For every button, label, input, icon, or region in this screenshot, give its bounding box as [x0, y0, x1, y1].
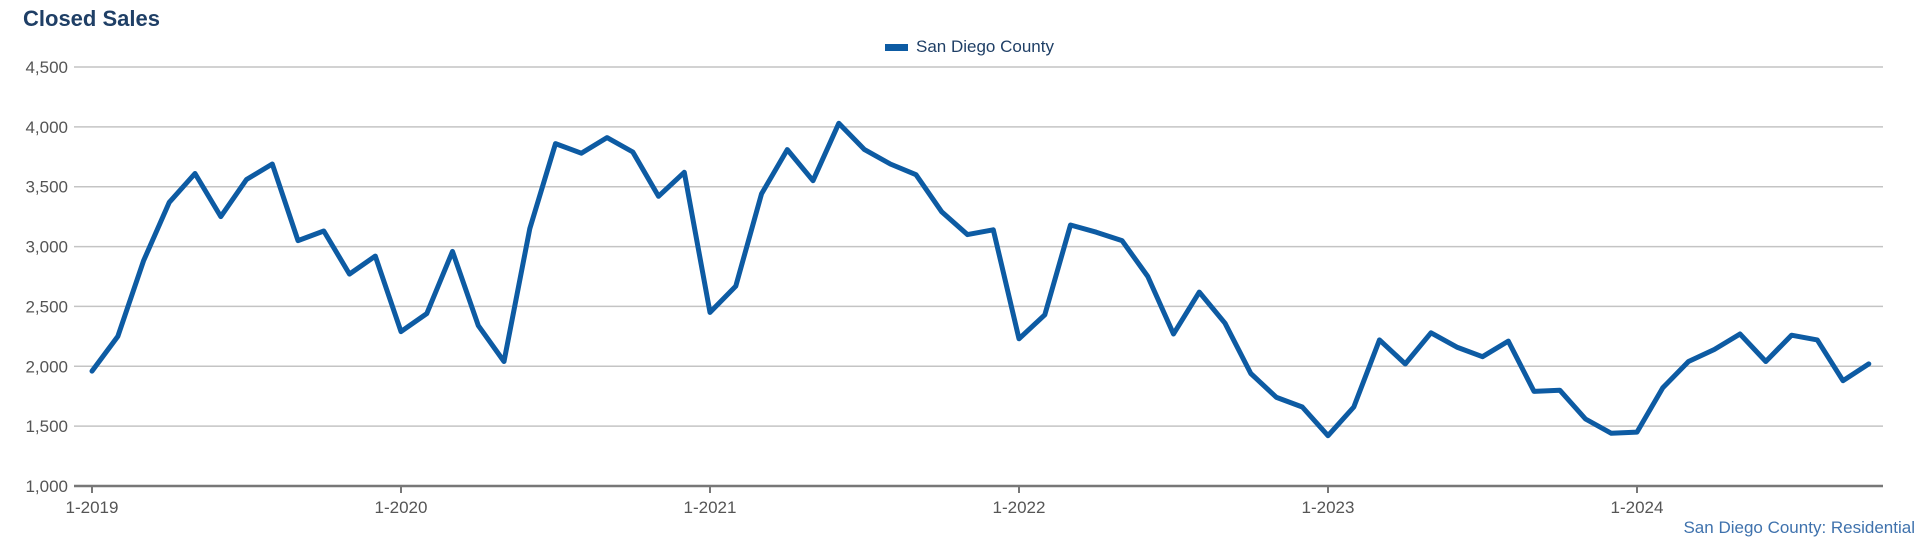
x-tick-label: 1-2021 [684, 498, 737, 517]
y-tick-label: 3,000 [25, 238, 68, 257]
data-point[interactable] [372, 253, 378, 259]
data-point[interactable] [1351, 404, 1357, 410]
data-point[interactable] [1686, 358, 1692, 364]
data-point[interactable] [1763, 358, 1769, 364]
data-point[interactable] [913, 172, 919, 178]
data-point[interactable] [450, 248, 456, 254]
data-point[interactable] [887, 161, 893, 167]
data-point[interactable] [1042, 312, 1048, 318]
data-point[interactable] [1480, 354, 1486, 360]
legend-swatch [885, 43, 908, 51]
data-point[interactable] [681, 169, 687, 175]
data-point[interactable] [733, 283, 739, 289]
x-tick-label: 1-2019 [66, 498, 119, 517]
data-point[interactable] [810, 178, 816, 184]
data-point[interactable] [1531, 388, 1537, 394]
x-tick-label: 1-2024 [1611, 498, 1664, 517]
legend-label: San Diego County [916, 37, 1054, 56]
data-point[interactable] [501, 358, 507, 364]
data-point[interactable] [1814, 337, 1820, 343]
data-point[interactable] [1377, 337, 1383, 343]
x-tick-label: 1-2023 [1302, 498, 1355, 517]
data-point[interactable] [1068, 222, 1074, 228]
data-point[interactable] [192, 171, 198, 177]
data-point[interactable] [1634, 429, 1640, 435]
data-point[interactable] [1428, 330, 1434, 336]
data-point[interactable] [630, 149, 636, 155]
data-point[interactable] [578, 150, 584, 156]
data-point[interactable] [321, 228, 327, 234]
x-tick-label: 1-2022 [993, 498, 1046, 517]
y-tick-label: 2,500 [25, 297, 68, 316]
data-point[interactable] [1299, 404, 1305, 410]
chart-title: Closed Sales [23, 6, 160, 31]
data-point[interactable] [1454, 344, 1460, 350]
data-point[interactable] [862, 147, 868, 153]
data-point[interactable] [1557, 387, 1563, 393]
legend[interactable]: San Diego County [885, 37, 1054, 57]
data-point[interactable] [836, 120, 842, 126]
data-point[interactable] [707, 309, 713, 315]
data-point[interactable] [1016, 336, 1022, 342]
y-tick-label: 4,000 [25, 118, 68, 137]
data-point[interactable] [604, 135, 610, 141]
data-point[interactable] [1145, 274, 1151, 280]
data-point[interactable] [1325, 433, 1331, 439]
data-point[interactable] [1402, 361, 1408, 367]
data-point[interactable] [1248, 370, 1254, 376]
data-point[interactable] [1119, 238, 1125, 244]
y-tick-label: 2,000 [25, 357, 68, 376]
data-point[interactable] [141, 258, 147, 264]
data-point[interactable] [1222, 320, 1228, 326]
data-point[interactable] [784, 147, 790, 153]
data-point[interactable] [1660, 385, 1666, 391]
data-point[interactable] [759, 191, 765, 197]
data-point[interactable] [398, 329, 404, 335]
series-line[interactable] [89, 120, 1872, 439]
data-point[interactable] [1505, 338, 1511, 344]
data-point[interactable] [1866, 361, 1872, 367]
data-point[interactable] [424, 311, 430, 317]
chart-footer: San Diego County: Residential [1683, 518, 1915, 537]
data-point[interactable] [244, 177, 250, 183]
data-point[interactable] [166, 199, 172, 205]
data-point[interactable] [269, 161, 275, 167]
y-tick-label: 3,500 [25, 178, 68, 197]
data-point[interactable] [527, 226, 533, 232]
data-point[interactable] [553, 141, 559, 147]
data-point[interactable] [965, 232, 971, 238]
data-point[interactable] [1583, 416, 1589, 422]
y-tick-label: 1,500 [25, 417, 68, 436]
data-point[interactable] [218, 214, 224, 220]
data-point[interactable] [1093, 229, 1099, 235]
data-point[interactable] [1608, 430, 1614, 436]
data-point[interactable] [475, 323, 481, 329]
y-tick-label: 1,000 [25, 477, 68, 496]
y-tick-label: 4,500 [25, 58, 68, 77]
data-point[interactable] [1274, 394, 1280, 400]
data-point[interactable] [1737, 331, 1743, 337]
data-point[interactable] [89, 368, 95, 374]
data-point[interactable] [1171, 331, 1177, 337]
data-point[interactable] [939, 209, 945, 215]
data-point[interactable] [1711, 347, 1717, 353]
data-point[interactable] [990, 227, 996, 233]
data-point[interactable] [656, 193, 662, 199]
x-tick-label: 1-2020 [375, 498, 428, 517]
data-point[interactable] [1789, 332, 1795, 338]
data-point[interactable] [1840, 378, 1846, 384]
data-point[interactable] [295, 238, 301, 244]
data-point[interactable] [1196, 289, 1202, 295]
data-point[interactable] [115, 333, 121, 339]
data-point[interactable] [347, 271, 353, 277]
